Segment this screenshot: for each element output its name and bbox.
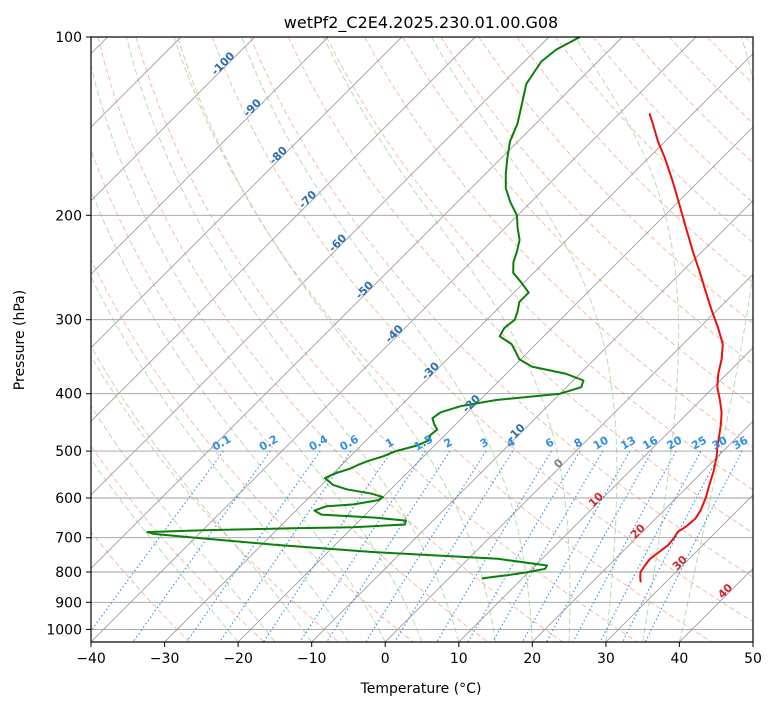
isotherm-line (531, 420, 753, 642)
x-tick-label: −40 (76, 651, 106, 667)
moist-adiabat-line (241, 37, 533, 642)
moist-adiabat-line (91, 275, 349, 642)
moist-adiabat-line (126, 37, 460, 642)
isotherm-line (91, 37, 256, 202)
mixing-ratio-line (599, 450, 702, 642)
y-tick-label: 900 (55, 595, 82, 611)
dry-adiabat-line (91, 531, 191, 642)
y-tick-label: 400 (55, 387, 82, 403)
mixing-ratio-line (492, 450, 604, 642)
moist-adiabat-line (91, 405, 276, 642)
dry-adiabat-line (91, 148, 489, 642)
moist-adiabat-line (91, 64, 423, 642)
dry-adiabat-line (478, 37, 753, 324)
temperature-profile-line (639, 113, 724, 583)
y-tick-label: 1000 (46, 622, 82, 638)
x-tick-label: 50 (744, 651, 762, 667)
moist-adiabat-line (91, 188, 386, 642)
x-axis-ticks: −40 −30 −20 −10 0 10 20 30 40 50 (76, 642, 762, 667)
mixing-ratio-line (644, 450, 743, 642)
dry-adiabat-line (135, 37, 638, 642)
moist-adiabat-line (91, 345, 313, 642)
mixing-ratio-line (91, 450, 224, 632)
mixing-ratio-line (572, 450, 677, 642)
isotherm-line (237, 126, 753, 642)
y-tick-label: 300 (55, 313, 82, 329)
moist-adiabat-line (430, 37, 618, 642)
isotherms (91, 37, 753, 642)
dewpoint-profile-line (146, 37, 585, 580)
mixing-ratio-line (394, 450, 514, 642)
moist-adiabat-line (323, 37, 571, 642)
mixing-ratio-line (522, 450, 631, 642)
x-tick-label: 30 (597, 651, 615, 667)
plot-frame (90, 36, 754, 643)
isotherm-line (384, 273, 753, 642)
moist-adiabat-line (678, 37, 753, 642)
dry-adiabat-line (91, 258, 414, 642)
isotherm-line (91, 37, 476, 422)
moist-adiabat-line (177, 37, 497, 642)
data-series (146, 37, 724, 583)
mixing-ratio-line (219, 450, 352, 642)
pressure-gridlines (91, 37, 753, 630)
x-tick-label: −20 (223, 651, 253, 667)
moist-adiabats (91, 37, 753, 642)
dry-adiabat-line (364, 37, 753, 449)
isotherm-line (605, 494, 753, 642)
x-tick-label: 40 (670, 651, 688, 667)
dry-adiabat-line (97, 37, 563, 642)
y-tick-label: 800 (55, 565, 82, 581)
mixing-ratio-line (186, 450, 321, 642)
y-axis-ticks: 100 200 300 400 500 600 700 800 900 1000 (46, 30, 91, 638)
dry-adiabat-line (402, 37, 753, 407)
moist-adiabat-line (574, 37, 680, 642)
x-tick-label: −30 (150, 651, 180, 667)
moist-adiabat-line (91, 458, 239, 642)
x-tick-label: 10 (450, 651, 468, 667)
dry-adiabats (91, 37, 753, 642)
isotherm-line (91, 37, 623, 570)
dry-adiabat-line (249, 37, 753, 578)
x-tick-label: 0 (381, 651, 390, 667)
chart-title: wetPf2_C2E4.2025.230.01.00.G08 (284, 13, 558, 33)
isotherm-line (91, 37, 697, 642)
y-tick-label: 600 (55, 491, 82, 507)
mixing-ratio-line (299, 450, 426, 642)
y-tick-label: 100 (55, 30, 82, 46)
isotherm-line (311, 200, 753, 642)
mixing-ratio-line (622, 450, 722, 642)
x-tick-label: 20 (523, 651, 541, 667)
isotherm-line (164, 52, 753, 642)
dry-adiabat-line (516, 37, 753, 284)
mixing-ratio-line (263, 450, 392, 642)
dry-adiabat-line (91, 445, 265, 642)
x-tick-label: −10 (297, 651, 327, 667)
mixing-ratio-line (546, 450, 653, 642)
isotherm-line (91, 37, 329, 275)
y-axis-title: Pressure (hPa) (12, 290, 28, 390)
y-tick-label: 200 (55, 208, 82, 224)
dry-adiabat-line (440, 37, 753, 365)
isotherm-line (91, 37, 550, 496)
dry-adiabat-line (211, 37, 753, 623)
dry-adiabat-line (91, 355, 340, 642)
isotherm-line (91, 37, 403, 349)
x-axis-title: Temperature (°C) (360, 681, 482, 697)
mixing-ratio-lines (91, 450, 743, 642)
isotherm-line (458, 347, 753, 642)
plot-area: 0.1 0.2 0.4 0.6 1 1.5 2 3 4 6 8 10 13 16 20 25 30 36-100-… (91, 37, 753, 642)
y-tick-label: 700 (55, 531, 82, 547)
y-tick-label: 500 (55, 444, 82, 460)
dry-adiabat-line (173, 37, 713, 642)
